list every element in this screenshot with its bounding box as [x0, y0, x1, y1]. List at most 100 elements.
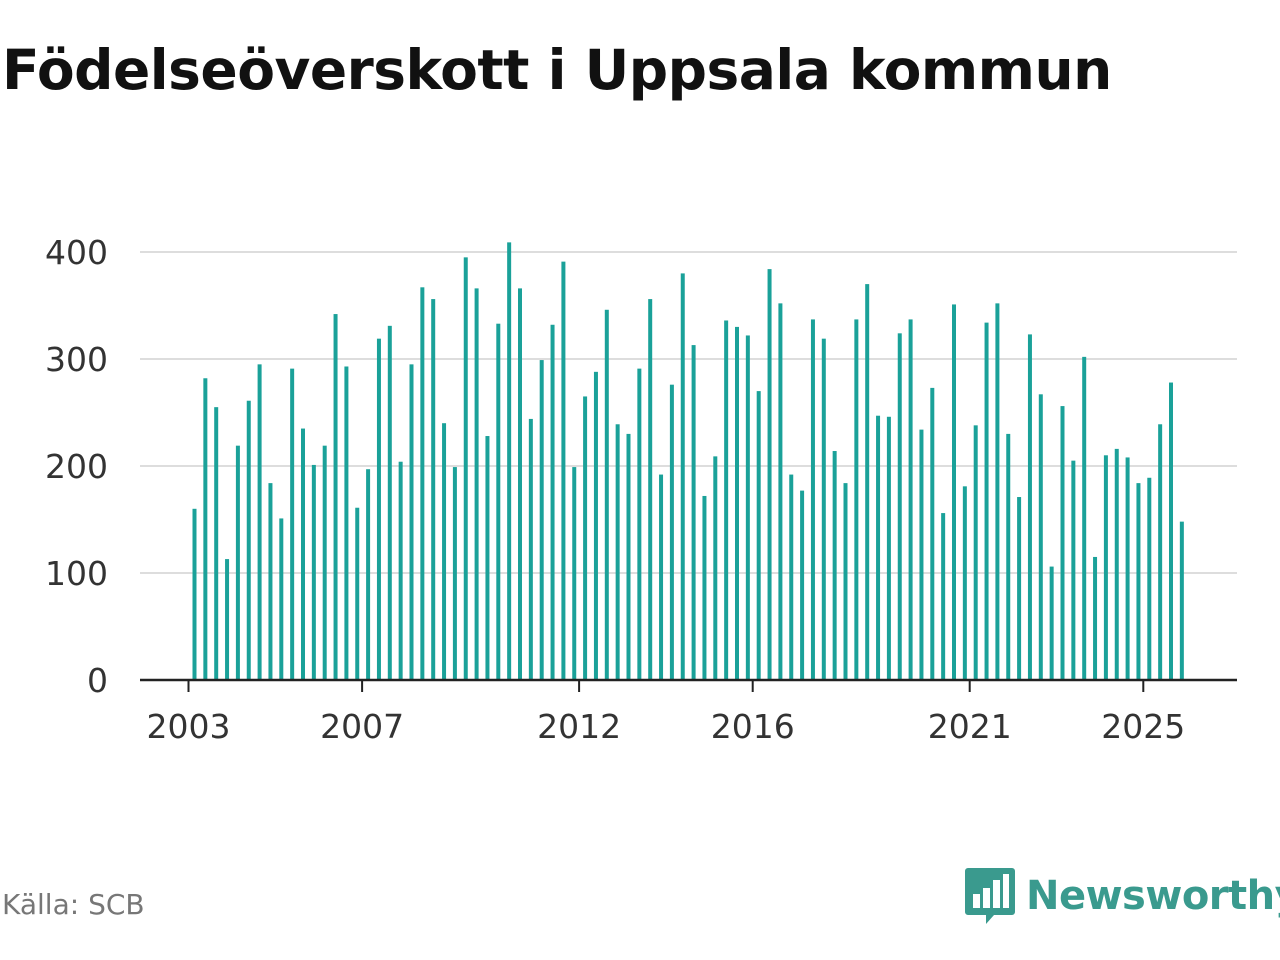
bar — [1060, 406, 1065, 680]
bar — [626, 433, 631, 680]
bar — [203, 378, 208, 680]
x-tick-label: 2003 — [147, 707, 231, 746]
bar — [1114, 448, 1119, 680]
bar — [387, 325, 392, 680]
bar — [1017, 497, 1022, 680]
y-tick-label: 0 — [87, 661, 108, 700]
bar — [897, 333, 902, 680]
bar — [1071, 460, 1076, 680]
bar — [409, 364, 414, 680]
bar — [1006, 433, 1011, 680]
bar — [1158, 424, 1163, 680]
bar — [810, 319, 815, 680]
bar — [344, 366, 349, 680]
bar — [778, 303, 783, 680]
bar — [463, 257, 468, 680]
bar — [452, 467, 457, 680]
bar — [550, 324, 555, 680]
y-axis-labels: 0 100 200 300 400 — [45, 233, 108, 700]
chart-title: Födelseöverskott i Uppsala kommun — [2, 38, 1112, 102]
bar — [442, 423, 447, 680]
bar — [1027, 334, 1032, 680]
bar — [908, 319, 913, 680]
bar — [843, 483, 848, 680]
bar — [485, 436, 490, 680]
bar — [615, 424, 620, 680]
bar — [995, 303, 1000, 680]
bar — [865, 284, 870, 680]
x-tick-label: 2016 — [711, 707, 795, 746]
bar — [1103, 455, 1108, 680]
bar — [301, 428, 305, 680]
bar — [366, 469, 371, 680]
x-tick-label: 2012 — [537, 707, 621, 746]
bar — [1136, 483, 1141, 680]
bar — [919, 429, 924, 680]
bar — [973, 425, 978, 680]
bar — [821, 338, 826, 680]
bar — [1147, 477, 1152, 680]
bar — [702, 495, 707, 680]
bar — [355, 507, 360, 680]
bar — [279, 518, 284, 680]
bar — [735, 326, 739, 680]
bar — [789, 474, 794, 680]
bars — [192, 242, 1184, 680]
y-tick-label: 400 — [45, 233, 108, 272]
bar — [235, 445, 240, 680]
bar — [431, 299, 436, 680]
bar — [496, 323, 501, 680]
bar — [669, 384, 674, 680]
bar — [876, 415, 881, 680]
bar — [376, 338, 381, 680]
bar — [854, 319, 859, 680]
newsworthy-logo: Newsworthy — [964, 866, 1280, 926]
bar — [767, 269, 772, 680]
bar — [528, 418, 533, 680]
bar — [192, 508, 197, 680]
bar — [962, 486, 967, 680]
bar — [800, 490, 805, 680]
x-tick-label: 2007 — [320, 707, 404, 746]
bar — [583, 396, 588, 680]
bar — [561, 261, 566, 680]
bar — [539, 360, 544, 680]
bar — [214, 407, 219, 680]
bar — [637, 368, 642, 680]
bar — [745, 335, 750, 680]
bar — [659, 474, 664, 680]
bar — [333, 314, 338, 680]
bar — [680, 273, 685, 680]
bar — [648, 299, 653, 680]
bar — [1038, 394, 1043, 680]
x-tick-label: 2025 — [1101, 707, 1185, 746]
x-tick-label: 2021 — [928, 707, 1012, 746]
bar — [832, 451, 837, 680]
bar — [225, 559, 230, 680]
bar — [930, 387, 935, 680]
bar — [420, 287, 425, 680]
bar — [691, 345, 696, 680]
bar — [593, 371, 598, 680]
bar — [1125, 457, 1130, 680]
x-axis-ticks: 2003 2007 2012 2016 2021 2025 — [147, 680, 1185, 746]
brand-name: Newsworthy — [1026, 873, 1280, 919]
bar — [886, 416, 891, 680]
source-note: Källa: SCB — [2, 888, 145, 921]
newsworthy-logo-icon — [965, 868, 1015, 924]
bar — [572, 467, 577, 680]
bar — [1169, 382, 1173, 680]
bar — [322, 445, 327, 680]
bar — [311, 464, 316, 680]
bar — [756, 391, 761, 680]
bar — [290, 368, 295, 680]
y-tick-label: 200 — [45, 447, 108, 486]
bar — [474, 288, 479, 680]
y-tick-label: 100 — [45, 554, 108, 593]
bar — [941, 513, 946, 680]
bar — [268, 483, 273, 680]
bar — [507, 242, 512, 680]
bar — [518, 288, 522, 680]
bar — [604, 309, 609, 680]
